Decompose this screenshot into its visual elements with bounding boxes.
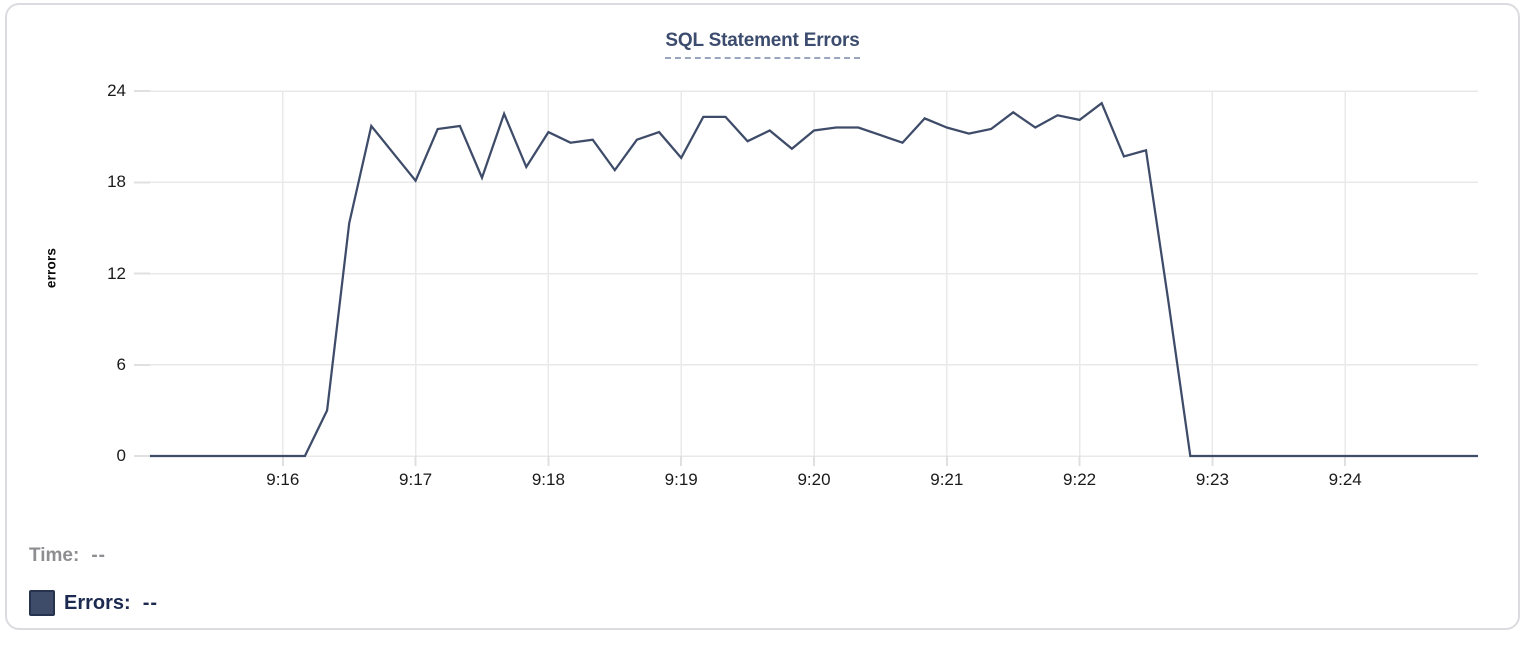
chart-title[interactable]: SQL Statement Errors — [665, 30, 860, 59]
y-tick-label: 24 — [107, 81, 126, 100]
tooltip-time-row: Time: -- — [29, 543, 106, 569]
x-tick-label: 9:22 — [1063, 470, 1097, 489]
x-tick-label: 9:17 — [399, 470, 433, 489]
y-tick-label: 12 — [107, 263, 126, 283]
y-tick-label: 18 — [107, 172, 126, 192]
x-tick-label: 9:19 — [664, 470, 698, 489]
x-tick-label: 9:21 — [930, 470, 964, 489]
y-tick-label: 6 — [116, 354, 126, 374]
tooltip-errors-row: Errors: -- — [29, 589, 158, 617]
tooltip-time-label: Time: — [29, 545, 80, 566]
chart-card: SQL Statement Errors errors 0 6 12 18 24 9:1… — [5, 3, 1520, 630]
tooltip-time-value: -- — [91, 545, 106, 566]
x-tick-label: 9:20 — [797, 470, 831, 489]
errors-series-line — [150, 101, 1478, 458]
x-tick-label: 9:18 — [531, 470, 565, 489]
chart-title-wrap: SQL Statement Errors — [7, 30, 1518, 59]
line-chart — [134, 90, 1478, 466]
x-tick-label: 9:24 — [1328, 470, 1362, 489]
tooltip-errors-label: Errors: — [64, 591, 131, 614]
tooltip-errors-value: -- — [142, 591, 159, 614]
y-tick-label: 0 — [116, 446, 126, 465]
plot-area[interactable] — [145, 88, 1473, 453]
x-tick-label: 9:16 — [266, 470, 300, 489]
errors-series-swatch — [29, 590, 55, 616]
x-tick-label: 9:23 — [1195, 470, 1229, 489]
